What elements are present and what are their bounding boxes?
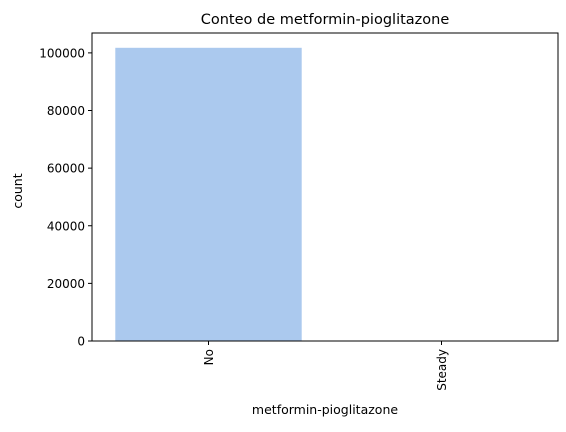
y-axis: 0 20000 40000 60000 80000 100000: [39, 46, 92, 348]
y-tick-label: 20000: [47, 277, 85, 291]
plot-area: [92, 33, 558, 341]
x-axis-label: metformin-pioglitazone: [252, 402, 398, 417]
y-tick-label: 60000: [47, 162, 85, 176]
y-tick-label: 100000: [39, 46, 85, 60]
y-tick-label: 80000: [47, 104, 85, 118]
x-tick-label: Steady: [435, 349, 449, 391]
bar-no: [115, 48, 301, 341]
chart-title: Conteo de metformin-pioglitazone: [201, 12, 450, 28]
x-tick-label: No: [202, 349, 216, 365]
y-axis-label: count: [10, 173, 25, 208]
x-axis: No Steady: [202, 341, 449, 391]
y-tick-label: 40000: [47, 219, 85, 233]
y-tick-label: 0: [77, 335, 85, 349]
